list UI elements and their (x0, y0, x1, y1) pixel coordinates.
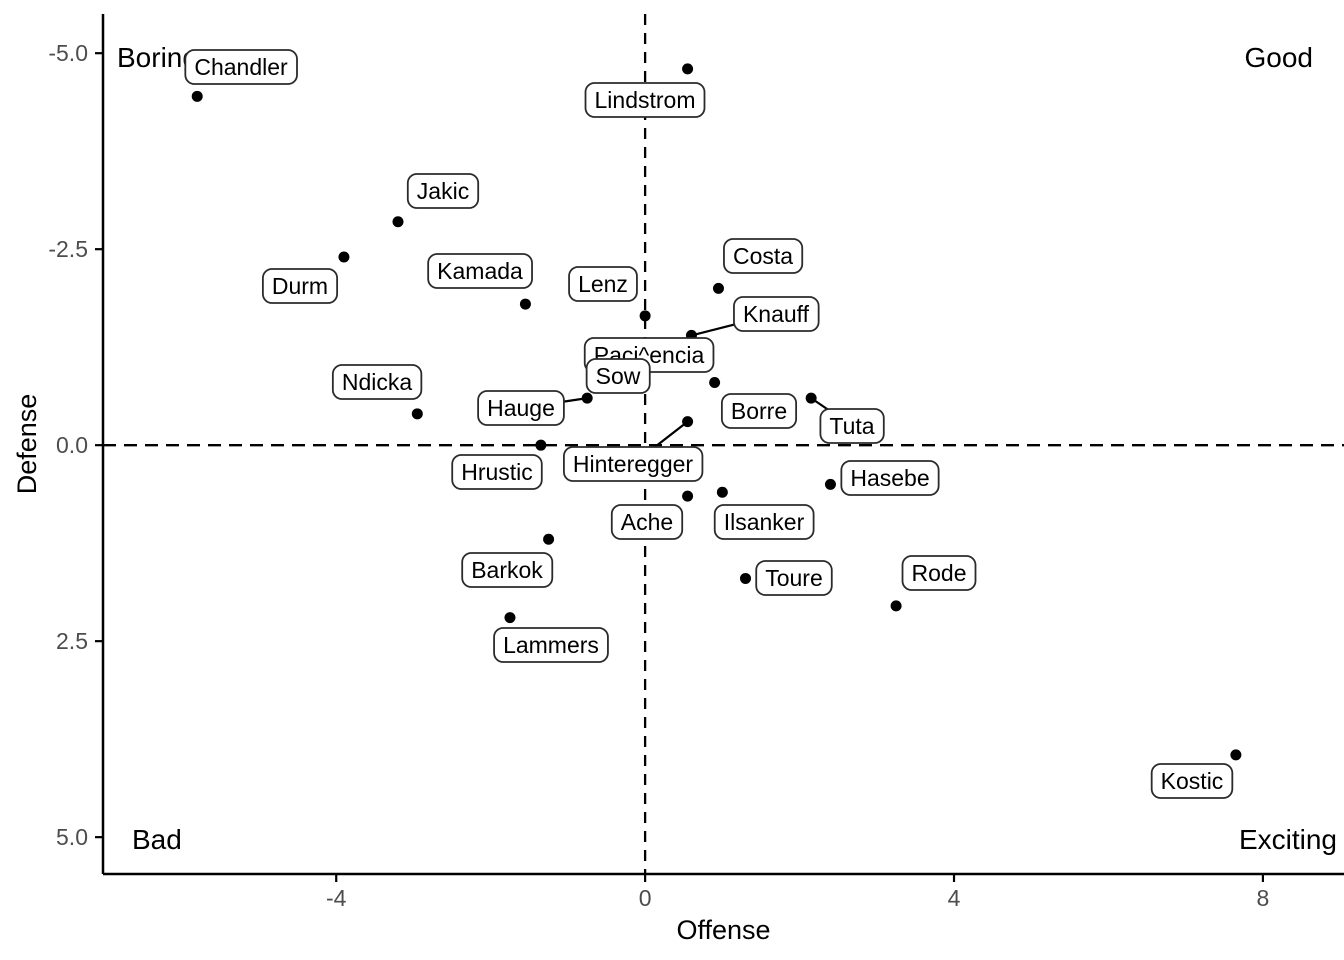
y-axis-title: Defense (12, 394, 42, 495)
player-label: Ache (610, 504, 684, 540)
data-point (805, 392, 817, 404)
player-label-text: Toure (765, 565, 823, 591)
data-point (890, 600, 902, 612)
data-point (824, 478, 836, 490)
player-label: Knauff (733, 296, 820, 332)
data-point (411, 408, 423, 420)
player-label: Ndicka (331, 364, 423, 400)
data-point (709, 376, 721, 388)
player-label: Costa (723, 238, 804, 274)
y-axis-tick-label: -5.0 (48, 40, 88, 66)
data-point (392, 216, 404, 228)
player-label: Ilsanker (713, 504, 815, 540)
player-label-text: Hinteregger (573, 451, 694, 477)
player-label-text: Knauff (743, 301, 810, 327)
y-axis-tick-label: -2.5 (48, 236, 88, 262)
data-point (519, 298, 531, 310)
player-label: Jakic (406, 173, 480, 209)
player-label: Lammers (493, 627, 609, 663)
player-label-text: Costa (733, 243, 793, 269)
player-label: Durm (261, 268, 339, 304)
player-label: Hauge (477, 390, 565, 426)
player-label-text: Ilsanker (724, 509, 805, 535)
player-label-text: Lenz (578, 271, 628, 297)
x-axis-tick-label: 8 (1257, 885, 1270, 911)
player-label: Borre (720, 393, 798, 429)
x-axis-tick-label: 0 (639, 885, 652, 911)
data-point (535, 439, 547, 451)
x-axis-title: Offense (676, 915, 770, 945)
data-point (639, 310, 651, 322)
data-point (504, 612, 516, 624)
player-label-text: Ndicka (342, 369, 413, 395)
quadrant-label-bottom-left: Bad (132, 824, 182, 855)
player-label-text: Lindstrom (595, 87, 696, 113)
player-label-text: Ache (621, 509, 673, 535)
data-point (543, 533, 555, 545)
player-label: Chandler (184, 49, 298, 85)
player-label-text: Sow (596, 363, 641, 389)
quadrant-label-top-right: Good (1245, 42, 1314, 73)
data-point (682, 416, 694, 428)
player-label-text: Hauge (487, 395, 555, 421)
player-label: Hasebe (840, 460, 940, 496)
y-axis-tick-label: 5.0 (56, 824, 88, 850)
player-label: Barkok (461, 552, 554, 588)
player-label-text: Chandler (194, 54, 288, 80)
player-label: Hinteregger (563, 446, 704, 482)
player-label-text: Durm (272, 273, 328, 299)
data-point (191, 90, 203, 102)
player-label: Toure (755, 560, 833, 596)
player-label: Rode (901, 555, 977, 591)
data-point (740, 572, 752, 584)
data-point (1230, 749, 1242, 761)
player-label-text: Jakic (417, 178, 469, 204)
player-label: Lenz (568, 266, 638, 302)
player-label: Tuta (819, 408, 885, 444)
player-label: Sow (585, 358, 651, 394)
player-label-text: Hasebe (850, 465, 929, 491)
player-label-text: Rode (912, 560, 967, 586)
player-label-text: Tuta (829, 413, 874, 439)
data-point (682, 63, 694, 75)
player-label-text: Kamada (437, 258, 523, 284)
player-label-text: Barkok (471, 557, 543, 583)
y-axis-tick-label: 2.5 (56, 628, 88, 654)
player-label: Kostic (1150, 763, 1234, 799)
player-label: Lindstrom (584, 82, 706, 118)
data-point (581, 392, 593, 404)
player-label: Hrustic (451, 454, 543, 490)
data-point (712, 282, 724, 294)
y-axis-tick-label: 0.0 (56, 432, 88, 458)
player-label-text: Lammers (503, 632, 599, 658)
player-label: Kamada (427, 253, 533, 289)
data-point (338, 251, 350, 263)
x-axis-tick-label: -4 (326, 885, 347, 911)
player-label-text: Hrustic (461, 459, 533, 485)
player-label-text: Borre (731, 398, 787, 424)
x-axis-tick-label: 4 (948, 885, 961, 911)
data-point (716, 486, 728, 498)
data-point (682, 490, 694, 502)
player-label-text: Kostic (1161, 768, 1224, 794)
quadrant-label-bottom-right: Exciting (1239, 824, 1337, 855)
